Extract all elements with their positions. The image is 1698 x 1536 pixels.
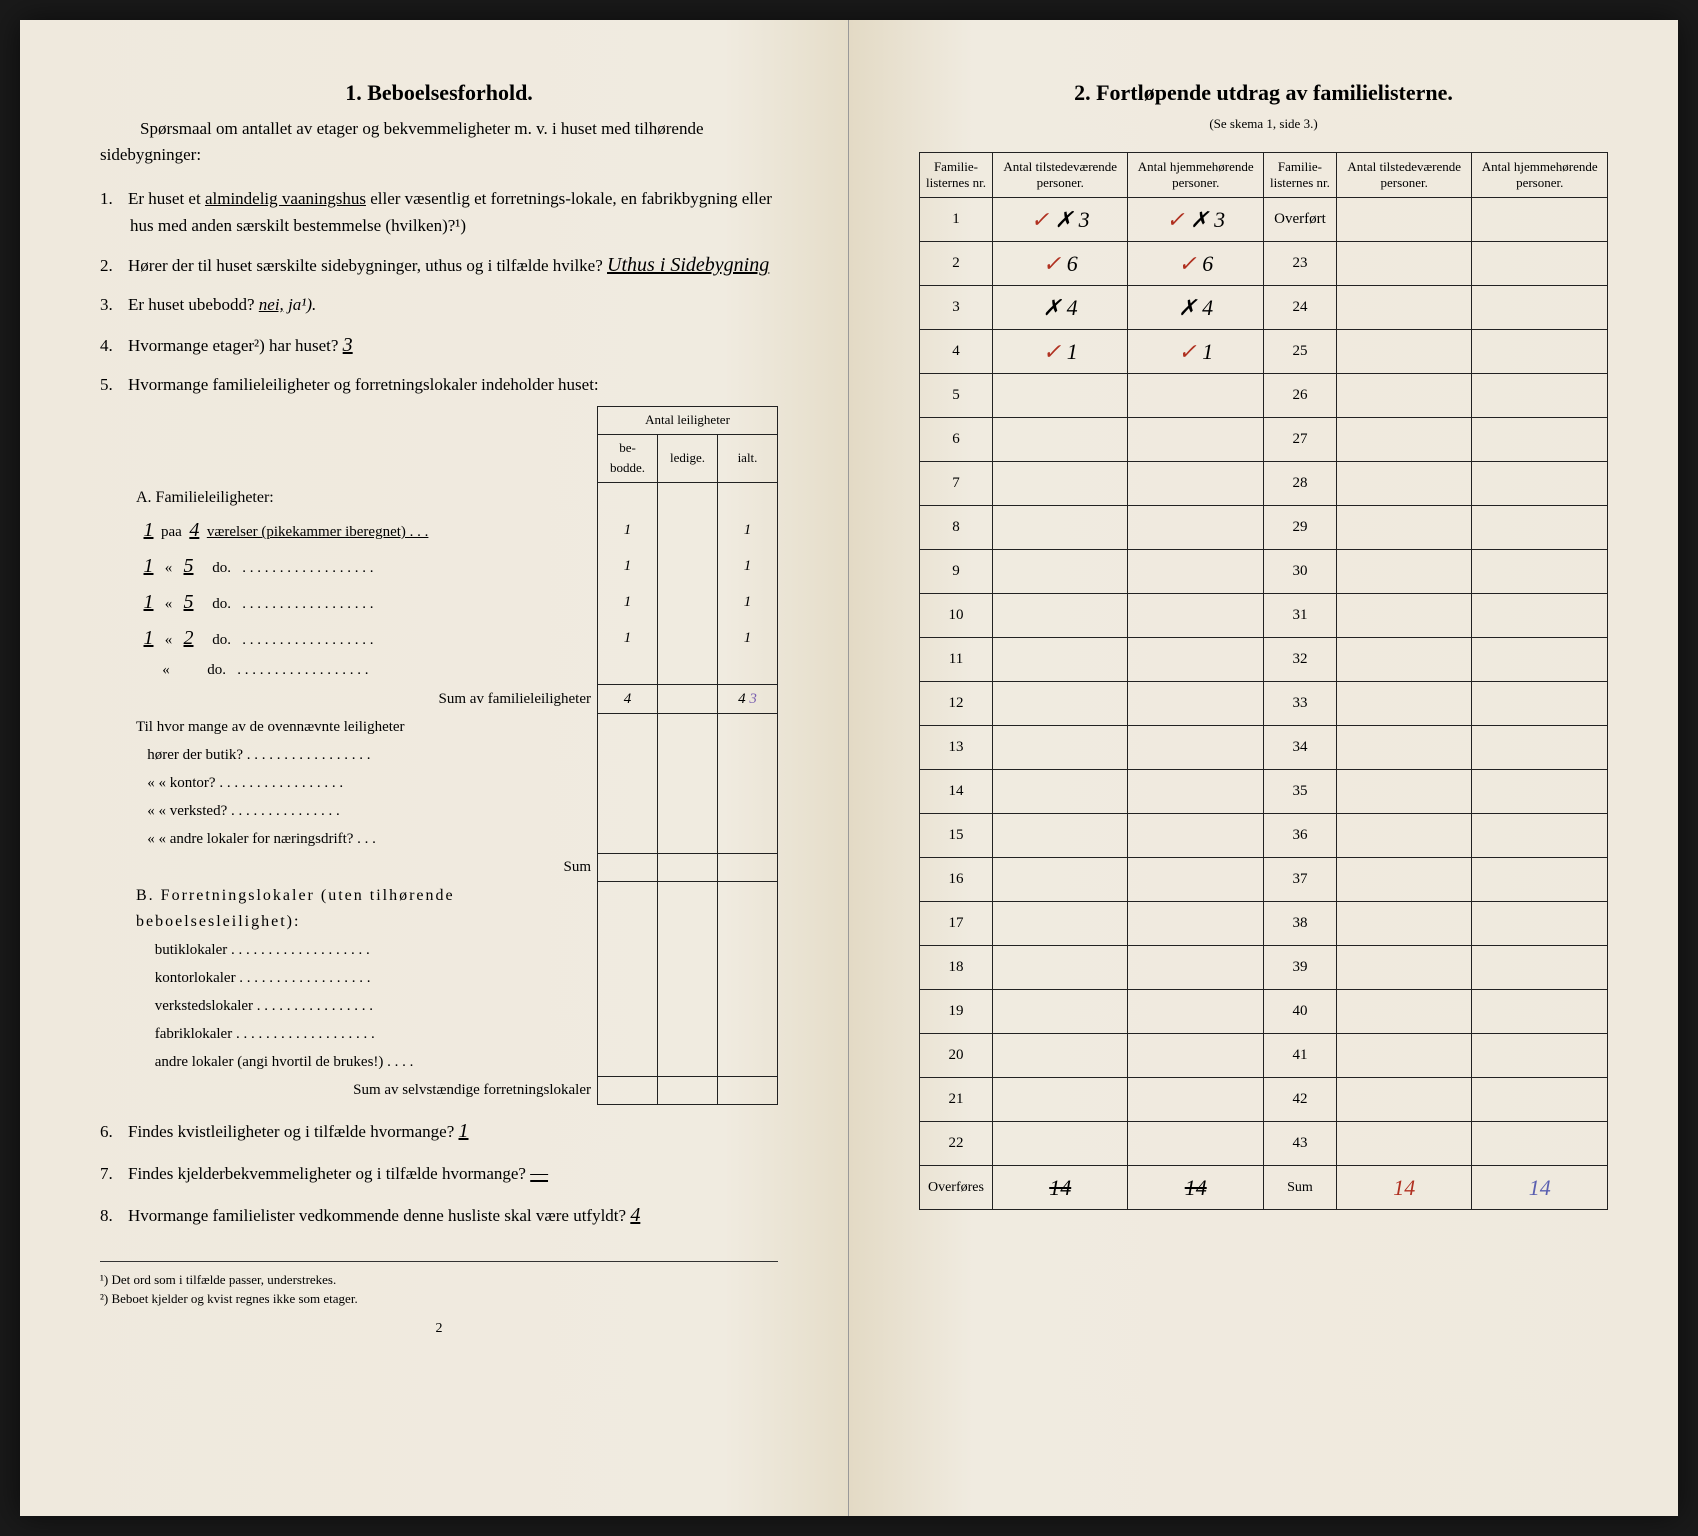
table-row: 4✓ 1✓ 125: [920, 330, 1608, 374]
table-row: 1637: [920, 858, 1608, 902]
table-row: 1✓ ✗ 3✓ ✗ 3Overført: [920, 198, 1608, 242]
page-number-left: 2: [100, 1321, 778, 1337]
table-row: 930: [920, 550, 1608, 594]
row-a3: 1 « 5 do. . . . . . . . . . . . . . . . …: [130, 584, 778, 620]
left-title: 1. Beboelsesforhold.: [100, 80, 778, 106]
footnotes: ¹) Det ord som i tilfælde passer, unders…: [100, 1261, 778, 1309]
question-7: 7.Findes kjelderbekvemmeligheter og i ti…: [100, 1157, 778, 1189]
table-row: 526: [920, 374, 1608, 418]
sum-a: Sum av familieleiligheter 4 4 3: [130, 684, 778, 713]
question-2: 2.Hører der til huset særskilte sidebygn…: [100, 249, 778, 281]
table-row: 829: [920, 506, 1608, 550]
table-row: 1233: [920, 682, 1608, 726]
question-8: 8.Hvormange familielister vedkommende de…: [100, 1199, 778, 1231]
intro-text: Spørsmaal om antallet av etager og bekve…: [100, 116, 778, 167]
question-3: 3.Er huset ubebodd? nei, ja¹).: [100, 291, 778, 318]
table-row: 2✓ 6✓ 623: [920, 242, 1608, 286]
table-row: 728: [920, 462, 1608, 506]
q8-handwritten: 4: [630, 1204, 640, 1226]
table-row: 1031: [920, 594, 1608, 638]
table-row: 1132: [920, 638, 1608, 682]
row-a1: 1 paa 4 værelser (pikekammer iberegnet) …: [130, 512, 778, 548]
row-a4: 1 « 2 do. . . . . . . . . . . . . . . . …: [130, 620, 778, 656]
table-row: 1940: [920, 990, 1608, 1034]
table-row: 1435: [920, 770, 1608, 814]
question-1: 1.Er huset et almindelig vaaningshus ell…: [100, 185, 778, 239]
table-row: 1334: [920, 726, 1608, 770]
question-5: 5.Hvormange familieleiligheter og forret…: [100, 371, 778, 1105]
q4-handwritten: 3: [343, 334, 353, 356]
row-a5: « do. . . . . . . . . . . . . . . . . . …: [130, 656, 778, 684]
apartments-table: Antal leiligheter be-bodde. ledige. ialt…: [130, 406, 778, 1105]
question-6: 6.Findes kvistleiligheter og i tilfælde …: [100, 1115, 778, 1147]
table-row: 2041: [920, 1034, 1608, 1078]
q2-handwritten: Uthus i Sidebygning: [607, 254, 769, 276]
table-row: 2243: [920, 1122, 1608, 1166]
q6-handwritten: 1: [459, 1120, 469, 1142]
table-row: 3✗ 4✗ 424: [920, 286, 1608, 330]
row-a2: 1 « 5 do. . . . . . . . . . . . . . . . …: [130, 548, 778, 584]
family-summary-table: Familie-listernes nr. Antal tilstedevære…: [919, 152, 1608, 1210]
table-row: 1536: [920, 814, 1608, 858]
table-row: 2142: [920, 1078, 1608, 1122]
question-4: 4.Hvormange etager²) har huset? 3: [100, 329, 778, 361]
table-row: 1839: [920, 946, 1608, 990]
book-spread: 1. Beboelsesforhold. Spørsmaal om antall…: [20, 20, 1678, 1516]
right-page: 2. Fortløpende utdrag av familielisterne…: [849, 20, 1678, 1516]
right-title: 2. Fortløpende utdrag av familielisterne…: [919, 80, 1608, 106]
q7-handwritten: —: [530, 1162, 548, 1184]
table-row: 627: [920, 418, 1608, 462]
left-page: 1. Beboelsesforhold. Spørsmaal om antall…: [20, 20, 849, 1516]
question-list: 1.Er huset et almindelig vaaningshus ell…: [100, 185, 778, 1231]
table-row: 1738: [920, 902, 1608, 946]
right-subtitle: (Se skema 1, side 3.): [919, 116, 1608, 132]
overfores-row: Overføres 14 14 Sum 14 14: [920, 1166, 1608, 1210]
